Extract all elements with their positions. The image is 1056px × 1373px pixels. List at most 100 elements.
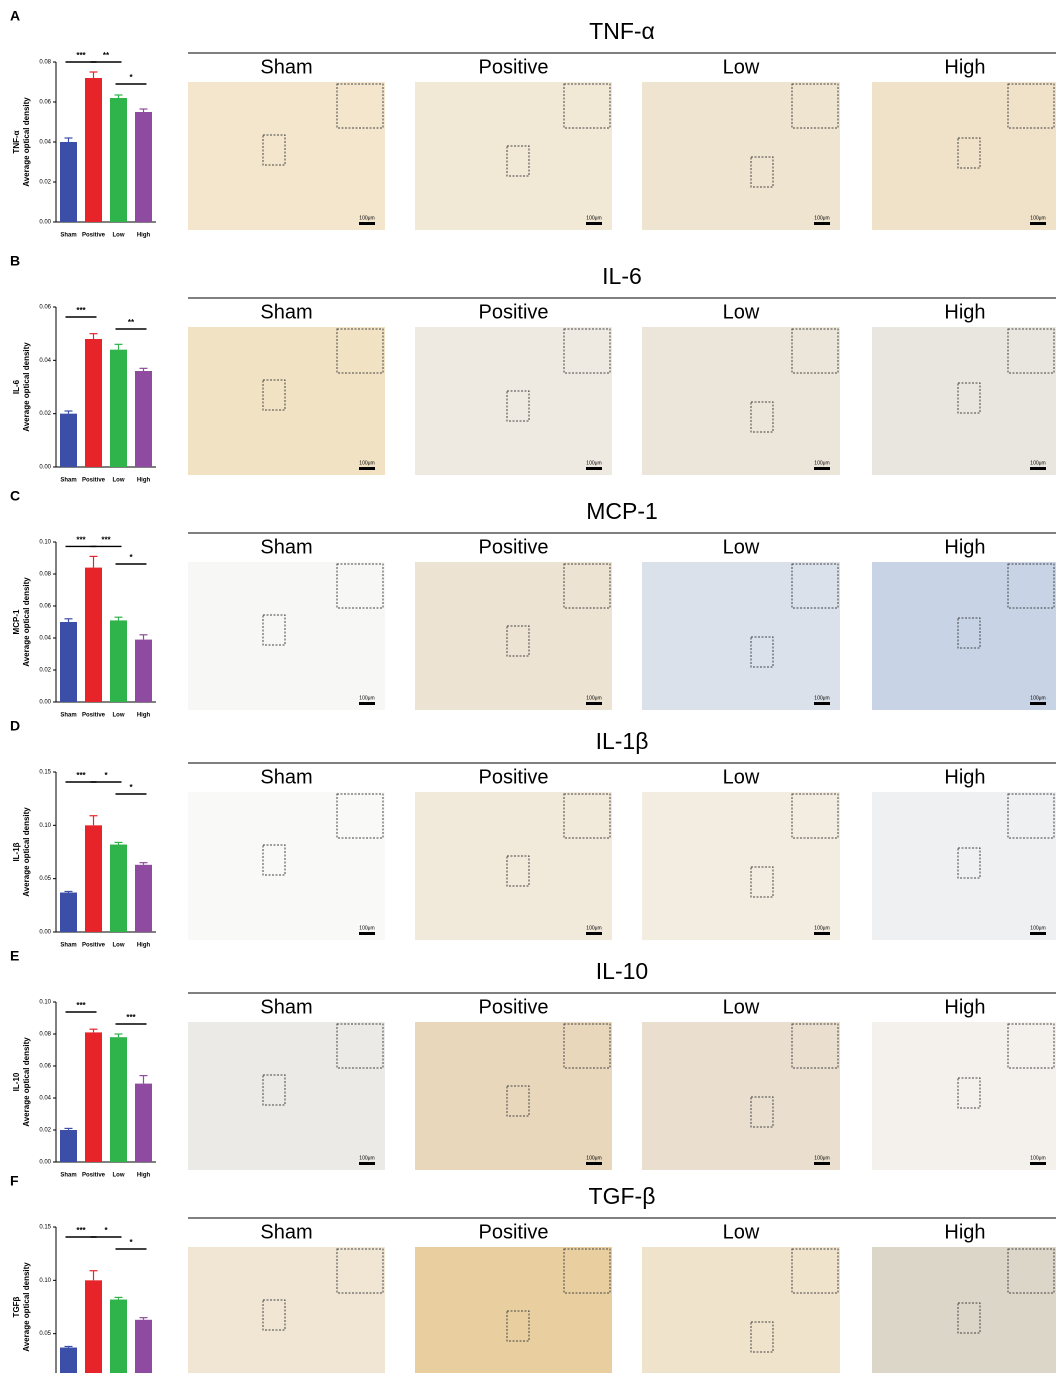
histology-image bbox=[872, 562, 1056, 710]
scale-bar-label: 100μm bbox=[359, 925, 374, 931]
scale-bar bbox=[586, 222, 602, 225]
bar bbox=[135, 865, 152, 932]
scale-bar-label: 100μm bbox=[814, 1155, 829, 1161]
image-label: High bbox=[944, 1221, 985, 1243]
x-tick-label: Positive bbox=[82, 1173, 106, 1179]
significance-label: *** bbox=[76, 536, 86, 545]
bar bbox=[135, 1320, 152, 1373]
y-tick-label: 0.02 bbox=[39, 1128, 51, 1134]
significance-label: * bbox=[129, 553, 133, 562]
x-tick-label: Sham bbox=[60, 233, 76, 239]
scale-bar bbox=[359, 222, 375, 225]
scale-bar bbox=[586, 932, 602, 935]
image-label: Sham bbox=[260, 1221, 312, 1243]
significance-label: * bbox=[129, 73, 133, 82]
bar bbox=[110, 98, 127, 222]
image-label: Positive bbox=[478, 56, 548, 78]
image-label: Sham bbox=[260, 766, 312, 788]
scale-bar bbox=[814, 702, 830, 705]
significance-label: * bbox=[104, 771, 108, 780]
scale-bar bbox=[586, 1162, 602, 1165]
image-label: High bbox=[944, 301, 985, 323]
bar bbox=[60, 142, 77, 222]
histology-image bbox=[415, 82, 612, 230]
bar bbox=[110, 845, 127, 932]
image-label: Sham bbox=[260, 996, 312, 1018]
scale-bar bbox=[586, 467, 602, 470]
y-tick-label: 0.10 bbox=[39, 1278, 51, 1284]
significance-label: *** bbox=[76, 1001, 86, 1010]
y-tick-label: 0.06 bbox=[39, 100, 51, 106]
panel-label: D bbox=[10, 718, 20, 734]
histology-image bbox=[415, 1022, 612, 1170]
bar bbox=[60, 414, 77, 467]
image-label: Low bbox=[723, 996, 760, 1018]
y-tick-label: 0.02 bbox=[39, 180, 51, 186]
scale-bar-label: 100μm bbox=[359, 1155, 374, 1161]
image-label: Low bbox=[723, 766, 760, 788]
panel-label: B bbox=[10, 253, 20, 269]
scale-bar-label: 100μm bbox=[814, 925, 829, 931]
histology-image bbox=[872, 792, 1056, 940]
scale-bar-label: 100μm bbox=[586, 695, 601, 701]
y-tick-label: 0.00 bbox=[39, 700, 51, 706]
bar bbox=[60, 1348, 77, 1373]
y-tick-label: 0.02 bbox=[39, 411, 51, 417]
marker-title: TGF-β bbox=[589, 1183, 656, 1209]
y-tick-label: 0.00 bbox=[39, 465, 51, 471]
histology-image bbox=[415, 327, 612, 475]
marker-title: IL-6 bbox=[602, 263, 642, 289]
significance-label: *** bbox=[76, 51, 86, 60]
x-tick-label: Low bbox=[113, 1173, 125, 1179]
y-tick-label: 0.04 bbox=[39, 358, 51, 364]
image-label: Positive bbox=[478, 536, 548, 558]
scale-bar bbox=[1030, 702, 1046, 705]
bar bbox=[135, 371, 152, 467]
histology-image bbox=[642, 82, 840, 230]
bar bbox=[85, 339, 102, 467]
y-tick-label: 0.05 bbox=[39, 876, 51, 882]
marker-title: IL-1β bbox=[596, 728, 649, 754]
significance-label: * bbox=[104, 1226, 108, 1235]
histology-image bbox=[642, 327, 840, 475]
bar bbox=[110, 1037, 127, 1162]
panel-label: F bbox=[10, 1173, 19, 1189]
x-tick-label: Positive bbox=[82, 478, 106, 484]
scale-bar bbox=[814, 932, 830, 935]
bar bbox=[85, 1032, 102, 1162]
x-tick-label: Sham bbox=[60, 943, 76, 949]
bar bbox=[110, 350, 127, 467]
histology-image bbox=[415, 1247, 612, 1373]
marker-title: MCP-1 bbox=[586, 498, 658, 524]
image-label: Positive bbox=[478, 1221, 548, 1243]
scale-bar-label: 100μm bbox=[359, 215, 374, 221]
histology-image bbox=[188, 82, 385, 230]
scale-bar bbox=[814, 222, 830, 225]
scale-bar bbox=[1030, 1162, 1046, 1165]
image-label: High bbox=[944, 766, 985, 788]
y-axis-label: TNF-α bbox=[12, 130, 21, 153]
y-tick-label: 0.04 bbox=[39, 636, 51, 642]
histology-image bbox=[188, 1247, 385, 1373]
bar bbox=[85, 825, 102, 932]
scale-bar bbox=[586, 702, 602, 705]
image-label: High bbox=[944, 56, 985, 78]
x-tick-label: Sham bbox=[60, 713, 76, 719]
scale-bar-label: 100μm bbox=[1030, 215, 1045, 221]
y-tick-label: 0.00 bbox=[39, 1160, 51, 1166]
y-tick-label: 0.05 bbox=[39, 1331, 51, 1337]
significance-label: *** bbox=[76, 306, 86, 315]
scale-bar bbox=[359, 932, 375, 935]
significance-label: *** bbox=[101, 536, 111, 545]
image-label: Positive bbox=[478, 996, 548, 1018]
panel-label: C bbox=[10, 488, 20, 504]
x-tick-label: Positive bbox=[82, 713, 106, 719]
histology-image bbox=[872, 1022, 1056, 1170]
scale-bar bbox=[1030, 932, 1046, 935]
scale-bar-label: 100μm bbox=[1030, 925, 1045, 931]
x-tick-label: Positive bbox=[82, 233, 106, 239]
image-label: High bbox=[944, 996, 985, 1018]
